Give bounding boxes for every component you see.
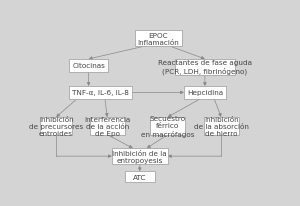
- FancyBboxPatch shape: [135, 31, 182, 47]
- Text: Interferencia
de la acción
de Epo: Interferencia de la acción de Epo: [84, 116, 130, 136]
- FancyBboxPatch shape: [150, 117, 185, 135]
- Text: Citocinas: Citocinas: [72, 63, 105, 69]
- FancyBboxPatch shape: [40, 117, 72, 135]
- Text: Hepcidina: Hepcidina: [187, 90, 223, 96]
- FancyBboxPatch shape: [112, 149, 168, 164]
- FancyBboxPatch shape: [90, 117, 125, 135]
- FancyBboxPatch shape: [69, 87, 132, 99]
- Text: TNF-α, IL-6, IL-8: TNF-α, IL-6, IL-8: [72, 90, 129, 96]
- Text: Reactantes de fase aguda
(PCR, LDH, fibrinógeno): Reactantes de fase aguda (PCR, LDH, fibr…: [158, 60, 252, 75]
- FancyBboxPatch shape: [184, 87, 226, 99]
- Text: Inhibición de la
entropoyesis: Inhibición de la entropoyesis: [112, 150, 167, 163]
- Text: Inhibición
de precursores
entroides: Inhibición de precursores entroides: [29, 116, 83, 136]
- Text: EPOC
Inflamación: EPOC Inflamación: [137, 32, 179, 46]
- FancyBboxPatch shape: [69, 60, 108, 72]
- FancyBboxPatch shape: [175, 60, 235, 75]
- Text: ATC: ATC: [133, 174, 147, 180]
- FancyBboxPatch shape: [204, 117, 238, 135]
- Text: Inhibición
de la absorción
de hierro: Inhibición de la absorción de hierro: [194, 116, 249, 136]
- Text: Secuestro
férrico
en macrófagos: Secuestro férrico en macrófagos: [141, 115, 194, 137]
- FancyBboxPatch shape: [125, 171, 155, 183]
